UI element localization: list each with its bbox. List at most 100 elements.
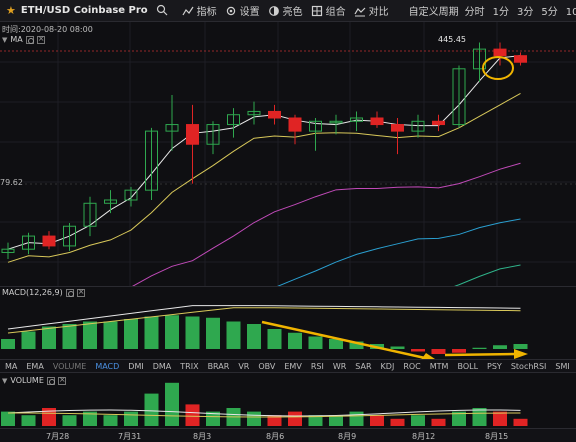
indicator-tab-vr[interactable]: VR xyxy=(238,361,250,371)
star-icon[interactable]: ★ xyxy=(6,4,16,17)
main-chart-panel[interactable]: 时间:2020-08-20 08:00 ▼ MA 445.45 79.62 xyxy=(0,22,576,286)
layout-button-label: 组合 xyxy=(325,7,346,18)
macd-bar xyxy=(1,339,15,349)
theme-button-label: 亮色 xyxy=(282,7,303,18)
candle-body xyxy=(268,110,281,119)
theme-button[interactable]: 亮色 xyxy=(268,3,303,18)
volume-bar xyxy=(452,411,466,426)
candle-body xyxy=(227,114,240,126)
macd-legend[interactable]: MACD(12,26,9) xyxy=(2,287,85,297)
settings-icon[interactable] xyxy=(65,288,74,297)
symbol-name[interactable]: ETH/USD Coinbase Pro xyxy=(20,5,148,16)
macd-bar xyxy=(308,336,323,349)
ma-legend[interactable]: ▼ MA xyxy=(2,34,45,44)
settings-icon[interactable] xyxy=(25,35,34,44)
indicator-tab-trix[interactable]: TRIX xyxy=(180,361,199,371)
volume-bar xyxy=(431,418,446,426)
indicator-tab-wr[interactable]: WR xyxy=(332,361,347,371)
macd-bar xyxy=(349,341,364,349)
macd-bar xyxy=(472,347,487,349)
volume-label: VOLUME xyxy=(10,376,44,385)
indicator-tab-ema[interactable]: EMA xyxy=(26,361,44,371)
settings-icon[interactable] xyxy=(46,376,55,385)
indicator-tab-psy[interactable]: PSY xyxy=(487,361,502,371)
candle-body xyxy=(370,117,384,126)
ma-label: MA xyxy=(10,35,23,44)
volume-bar xyxy=(144,393,159,426)
close-icon[interactable] xyxy=(36,34,45,44)
volume-ma-line xyxy=(7,409,521,417)
ma-line xyxy=(132,162,521,286)
toolbar: ★ ETH/USD Coinbase Pro 指标 设置 亮色 组合 对比 自定… xyxy=(0,0,576,22)
volume-bar xyxy=(370,415,384,426)
annotation-arrowhead xyxy=(514,349,528,359)
indicator-tab-boll[interactable]: BOLL xyxy=(457,361,479,371)
compare-button[interactable]: 对比 xyxy=(354,3,389,18)
indicator-tab-emv[interactable]: EMV xyxy=(284,361,302,371)
settings-button[interactable]: 设置 xyxy=(225,3,260,18)
indicator-tab-obv[interactable]: OBV xyxy=(258,361,276,371)
symbol-area[interactable]: ★ ETH/USD Coinbase Pro xyxy=(0,4,170,18)
compare-icon xyxy=(354,7,366,16)
dif-line xyxy=(7,305,521,330)
period-3min[interactable]: 3分 xyxy=(517,7,534,18)
volume-bar xyxy=(493,411,507,426)
volume-bar xyxy=(83,411,97,426)
period-1min[interactable]: 1分 xyxy=(492,7,510,18)
custom-period-button[interactable]: 自定义周期 xyxy=(408,7,459,18)
dea-line xyxy=(7,307,521,334)
indicator-button[interactable]: 指标 xyxy=(182,3,217,18)
macd-chart[interactable] xyxy=(0,287,576,360)
macd-label: MACD(12,26,9) xyxy=(2,288,63,297)
indicator-tab-volume[interactable]: VOLUME xyxy=(52,361,87,371)
indicator-tab-rsi[interactable]: RSI xyxy=(310,361,324,371)
collapse-arrow-icon[interactable]: ▼ xyxy=(2,35,8,44)
annotation-arrowhead xyxy=(420,353,437,360)
search-icon[interactable] xyxy=(156,4,170,18)
gear-icon xyxy=(226,6,235,15)
period-timeline[interactable]: 分时 xyxy=(464,7,485,18)
indicator-tab-stochrsi[interactable]: StochRSI xyxy=(510,361,547,371)
volume-bar xyxy=(62,415,77,426)
volume-bar xyxy=(472,408,487,426)
macd-panel[interactable]: MACD(12,26,9) xyxy=(0,286,576,360)
indicator-tab-macd[interactable]: MACD xyxy=(95,361,120,371)
indicator-tab-ma[interactable]: MA xyxy=(5,361,18,371)
indicator-button-label: 指标 xyxy=(196,7,217,18)
volume-bar xyxy=(349,411,364,426)
volume-legend[interactable]: ▼ VOLUME xyxy=(2,375,66,385)
ma-line xyxy=(7,55,521,250)
macd-bar xyxy=(452,349,466,353)
x-tick-label: 8月9 xyxy=(338,432,357,441)
close-icon[interactable] xyxy=(76,287,85,297)
macd-bar xyxy=(42,326,56,349)
volume-panel[interactable]: ▼ VOLUME xyxy=(0,373,576,428)
period-5min[interactable]: 5分 xyxy=(541,7,558,18)
indicator-tab-dma[interactable]: DMA xyxy=(152,361,172,371)
indicator-tab-kdj[interactable]: KDJ xyxy=(380,361,395,371)
collapse-arrow-icon[interactable]: ▼ xyxy=(2,376,8,385)
indicator-tab-brar[interactable]: BRAR xyxy=(207,361,230,371)
close-icon[interactable] xyxy=(57,375,66,385)
indicator-tab-mtm[interactable]: MTM xyxy=(429,361,449,371)
indicator-tab-dmi[interactable]: DMI xyxy=(128,361,144,371)
period-10min[interactable]: 10分 xyxy=(565,7,576,18)
volume-chart[interactable] xyxy=(0,373,576,428)
indicator-tab-roc[interactable]: ROC xyxy=(403,361,421,371)
layout-button[interactable]: 组合 xyxy=(311,3,346,18)
settings-button-label: 设置 xyxy=(239,7,260,18)
macd-bar xyxy=(390,346,405,349)
ma-line xyxy=(7,92,521,263)
x-tick-label: 7月31 xyxy=(118,432,142,441)
macd-bar xyxy=(411,349,425,352)
macd-bar xyxy=(288,332,302,349)
candle-body xyxy=(83,202,97,227)
candlestick-chart[interactable] xyxy=(0,22,576,286)
compare-button-label: 对比 xyxy=(368,7,389,18)
indicator-tab-sar[interactable]: SAR xyxy=(355,361,372,371)
candle-body xyxy=(452,68,466,126)
indicator-tab-smi[interactable]: SMI xyxy=(555,361,570,371)
candle-body xyxy=(1,248,15,253)
candle-body xyxy=(42,235,56,247)
candle-body xyxy=(432,120,445,126)
